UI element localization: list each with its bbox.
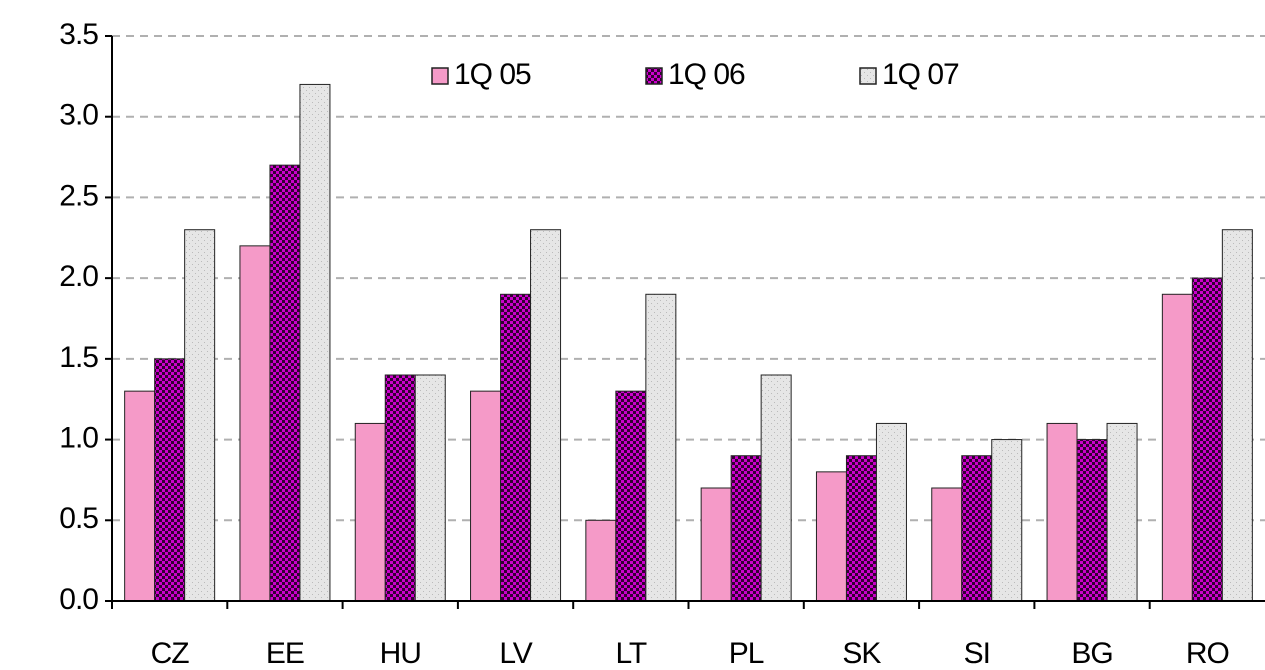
bar (700, 487, 732, 602)
x-tick-label: RO (1186, 637, 1229, 670)
y-tick-label: 3.0 (59, 99, 98, 132)
bar (500, 293, 532, 602)
bar (1161, 293, 1193, 602)
y-tick-label: 1.0 (59, 421, 98, 454)
x-tick-label: LV (499, 637, 532, 670)
y-tick-label: 1.5 (59, 341, 98, 374)
x-tick-label: SK (842, 637, 881, 670)
y-tick-label: 3.5 (59, 18, 98, 51)
legend-label: 1Q 06 (668, 58, 745, 91)
legend-swatch (645, 67, 663, 85)
bar (991, 439, 1023, 602)
legend-swatch (431, 67, 449, 85)
bar (184, 229, 216, 602)
bar (845, 455, 877, 602)
bar (1046, 422, 1078, 602)
bar (1221, 229, 1253, 602)
bar (414, 374, 446, 602)
bar (1076, 439, 1108, 602)
legend-label: 1Q 05 (454, 58, 531, 91)
bar (124, 390, 156, 602)
y-tick-label: 0.0 (59, 583, 98, 616)
x-tick-label: EE (266, 637, 304, 670)
bar (1106, 422, 1138, 602)
bar (730, 455, 762, 602)
y-tick-label: 2.5 (59, 179, 98, 212)
bar (530, 229, 562, 602)
bar (384, 374, 416, 602)
bar (470, 390, 502, 602)
bar (354, 422, 386, 602)
bar (154, 358, 186, 602)
x-tick-label: LT (615, 637, 646, 670)
bar (760, 374, 792, 602)
x-tick-label: SI (964, 637, 990, 670)
bar (615, 390, 647, 602)
bar (585, 519, 617, 602)
x-tick-label: PL (729, 637, 764, 670)
bar (931, 487, 963, 602)
x-tick-label: CZ (151, 637, 190, 670)
bar (1191, 277, 1223, 602)
bar (299, 83, 331, 602)
bar (645, 293, 677, 602)
x-tick-label: HU (380, 637, 421, 670)
bar (815, 471, 847, 602)
bar (269, 164, 301, 602)
bar (875, 422, 907, 602)
legend-swatch (859, 67, 877, 85)
y-tick-label: 0.5 (59, 502, 98, 535)
bar (239, 245, 271, 602)
legend-label: 1Q 07 (882, 58, 959, 91)
bar (961, 455, 993, 602)
x-tick-label: BG (1071, 637, 1112, 670)
y-tick-label: 2.0 (59, 260, 98, 293)
